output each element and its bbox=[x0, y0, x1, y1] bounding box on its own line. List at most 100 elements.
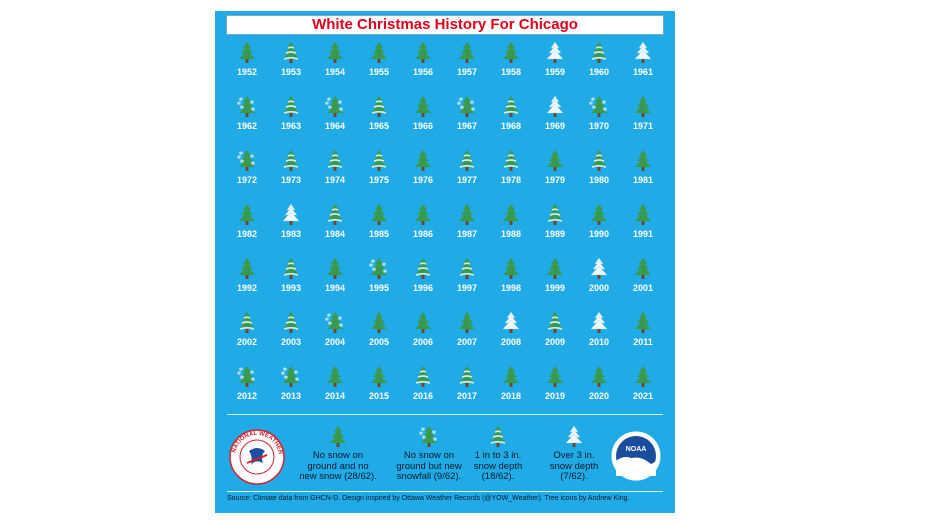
title-box: White Christmas History For Chicago bbox=[226, 15, 664, 35]
year-cell: 1997 bbox=[445, 257, 489, 307]
year-cell: 1955 bbox=[357, 41, 401, 91]
svg-text:✻: ✻ bbox=[325, 101, 329, 107]
year-cell: 2021 bbox=[621, 365, 665, 415]
year-cell: ✻ ✻ ✻ ✻ ✻ 2013 bbox=[269, 365, 313, 415]
year-label: 1991 bbox=[632, 229, 654, 239]
legend-flakes-line3: snowfall (9/62). bbox=[396, 471, 462, 482]
tree-icon-none bbox=[371, 204, 387, 225]
legend-flakes-line2: ground but new bbox=[396, 460, 462, 472]
year-label: 1974 bbox=[324, 175, 346, 185]
svg-text:✻: ✻ bbox=[459, 97, 463, 103]
svg-text:✻: ✻ bbox=[295, 377, 299, 383]
year-label: 2021 bbox=[632, 391, 654, 401]
year-label: 2007 bbox=[456, 337, 478, 347]
tree-icon-snow1to3 bbox=[459, 258, 475, 279]
svg-text:✻: ✻ bbox=[470, 100, 474, 106]
svg-text:✻: ✻ bbox=[371, 259, 375, 265]
legend-none-line3: new snow (28/62). bbox=[299, 471, 377, 482]
year-label: 2016 bbox=[412, 391, 434, 401]
year-label: 1998 bbox=[500, 283, 522, 293]
tree-icon-none bbox=[459, 204, 475, 225]
year-label: 2018 bbox=[500, 391, 522, 401]
legend-snow1to3-line1: 1 in to 3 in. bbox=[474, 450, 522, 461]
year-label: 1956 bbox=[412, 67, 434, 77]
year-label: 2019 bbox=[544, 391, 566, 401]
svg-text:✻: ✻ bbox=[383, 269, 387, 275]
year-label: 1984 bbox=[324, 229, 346, 239]
tree-icon-flakes: ✻ ✻✻ ✻✻ bbox=[237, 96, 255, 117]
year-label: 1958 bbox=[500, 67, 522, 77]
year-label: 1965 bbox=[368, 121, 390, 131]
year-cell: 2005 bbox=[357, 311, 401, 361]
year-cell: 1987 bbox=[445, 203, 489, 253]
svg-text:✻: ✻ bbox=[339, 107, 343, 113]
year-cell: 1973 bbox=[269, 149, 313, 199]
year-label: 1988 bbox=[500, 229, 522, 239]
tree-icon-none bbox=[371, 42, 387, 63]
year-label: 1976 bbox=[412, 175, 434, 185]
year-label: 2004 bbox=[324, 337, 346, 347]
tree-icon-none bbox=[635, 150, 651, 171]
noaa-logo-text: NOAA bbox=[626, 446, 647, 453]
tree-icon-flakes: ✻ ✻✻ ✻✻ bbox=[325, 312, 343, 333]
year-label: 2006 bbox=[412, 337, 434, 347]
year-label: 1995 bbox=[368, 283, 390, 293]
year-label: 1952 bbox=[236, 67, 258, 77]
year-cell: 1988 bbox=[489, 203, 533, 253]
source-note: Source: Climate data from GHCN-D. Design… bbox=[227, 495, 630, 502]
year-label: 1954 bbox=[324, 67, 346, 77]
svg-text:✻: ✻ bbox=[294, 370, 298, 376]
tree-icon-flakes: ✻ ✻✻ ✻✻ bbox=[457, 96, 475, 117]
year-cell: 1959 bbox=[533, 41, 577, 91]
year-cell: 1992 bbox=[225, 257, 269, 307]
tree-icon-over3 bbox=[590, 257, 608, 279]
year-cell: 1991 bbox=[621, 203, 665, 253]
legend-snow1to3-line2: snow depth bbox=[473, 460, 523, 472]
year-cell: 1952 bbox=[225, 41, 269, 91]
svg-text:✻: ✻ bbox=[419, 431, 423, 437]
year-cell: 1983 bbox=[269, 203, 313, 253]
svg-text:✻: ✻ bbox=[240, 159, 244, 165]
legend-snow1to3-line3: (18/62). bbox=[481, 471, 515, 482]
tree-icon-over3 bbox=[565, 425, 583, 447]
tree-icon-none bbox=[371, 366, 387, 387]
svg-text:✻: ✻ bbox=[433, 437, 437, 443]
infographic-panel: White Christmas History For Chicago 1952… bbox=[215, 11, 675, 513]
year-cell: 1965 bbox=[357, 95, 401, 145]
year-cell: 1990 bbox=[577, 203, 621, 253]
tree-icon-flakes: ✻ ✻✻ ✻✻ bbox=[325, 96, 343, 117]
legend-divider-top bbox=[227, 414, 663, 415]
svg-text:✻: ✻ bbox=[251, 161, 255, 167]
tree-icon-over3 bbox=[546, 95, 564, 117]
year-cell: 2009 bbox=[533, 311, 577, 361]
legend-divider-bottom bbox=[227, 491, 663, 492]
svg-text:✻: ✻ bbox=[592, 105, 596, 111]
year-cell: 1998 bbox=[489, 257, 533, 307]
tree-icon-none bbox=[503, 42, 519, 63]
tree-icon-snow1to3 bbox=[415, 258, 431, 279]
year-label: 2012 bbox=[236, 391, 258, 401]
svg-text:✻: ✻ bbox=[283, 367, 287, 373]
year-cell: 1963 bbox=[269, 95, 313, 145]
year-cell: 2019 bbox=[533, 365, 577, 415]
year-cell: 1999 bbox=[533, 257, 577, 307]
year-cell: 1966 bbox=[401, 95, 445, 145]
year-cell: ✻ ✻ ✻ ✻ ✻ 1995 bbox=[357, 257, 401, 307]
svg-text:✻: ✻ bbox=[603, 107, 607, 113]
year-cell: 2015 bbox=[357, 365, 401, 415]
svg-text:✻: ✻ bbox=[432, 430, 436, 436]
tree-icon-none bbox=[503, 258, 519, 279]
svg-text:✻: ✻ bbox=[325, 317, 329, 323]
year-cell: 1957 bbox=[445, 41, 489, 91]
year-label: 1989 bbox=[544, 229, 566, 239]
year-label: 1969 bbox=[544, 121, 566, 131]
svg-text:✻: ✻ bbox=[471, 107, 475, 113]
tree-icon-snow1to3 bbox=[490, 426, 506, 447]
year-label: 1987 bbox=[456, 229, 478, 239]
page-title: White Christmas History For Chicago bbox=[312, 16, 578, 33]
year-cell: 1958 bbox=[489, 41, 533, 91]
svg-text:✻: ✻ bbox=[591, 97, 595, 103]
year-label: 1983 bbox=[280, 229, 302, 239]
year-label: 1993 bbox=[280, 283, 302, 293]
year-label: 1972 bbox=[236, 175, 258, 185]
